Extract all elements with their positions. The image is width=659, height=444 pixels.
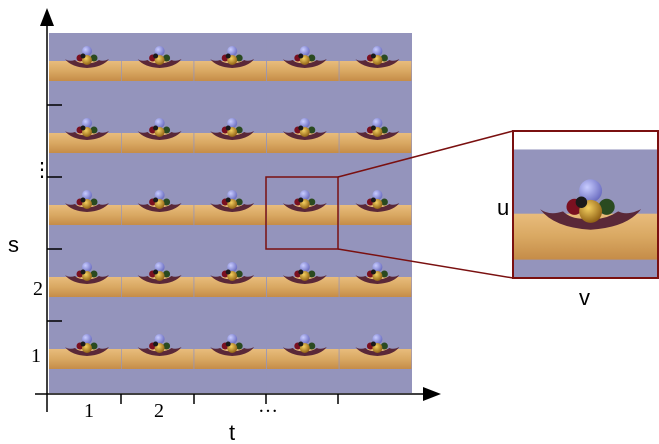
view-image [122, 321, 194, 393]
view-image [49, 321, 121, 393]
view-image [194, 33, 266, 105]
u-axis-label: u [497, 195, 509, 220]
view-image [194, 177, 266, 249]
view-image [194, 105, 266, 177]
s-axis-label: s [8, 232, 19, 257]
s-tick-label: 1 [31, 345, 41, 367]
view-image [122, 33, 194, 105]
view-image [122, 105, 194, 177]
view-image [339, 321, 411, 393]
view-image [267, 249, 339, 321]
t-axis-label: t [229, 420, 235, 444]
t-arrow [423, 387, 441, 401]
image-grid [49, 33, 411, 393]
t-tick-label: 1 [84, 400, 94, 422]
view-image [49, 249, 121, 321]
view-image [49, 105, 121, 177]
s-arrow [40, 8, 54, 26]
light-field-diagram: 1 2 ⋮ s 1 2 … t u v [0, 0, 659, 444]
view-image [267, 105, 339, 177]
view-image [122, 177, 194, 249]
view-image [267, 177, 339, 249]
view-image [339, 33, 411, 105]
view-image [267, 321, 339, 393]
v-axis-label: v [579, 285, 590, 310]
t-tick-label: … [258, 395, 278, 417]
t-tick-label: 2 [154, 400, 164, 422]
view-image [49, 33, 121, 105]
view-image [194, 321, 266, 393]
view-image [49, 177, 121, 249]
view-image [194, 249, 266, 321]
view-image [122, 249, 194, 321]
view-image [339, 105, 411, 177]
view-image [339, 177, 411, 249]
s-tick-label: 2 [33, 278, 43, 300]
view-image [267, 33, 339, 105]
s-tick-label: ⋮ [32, 159, 52, 181]
